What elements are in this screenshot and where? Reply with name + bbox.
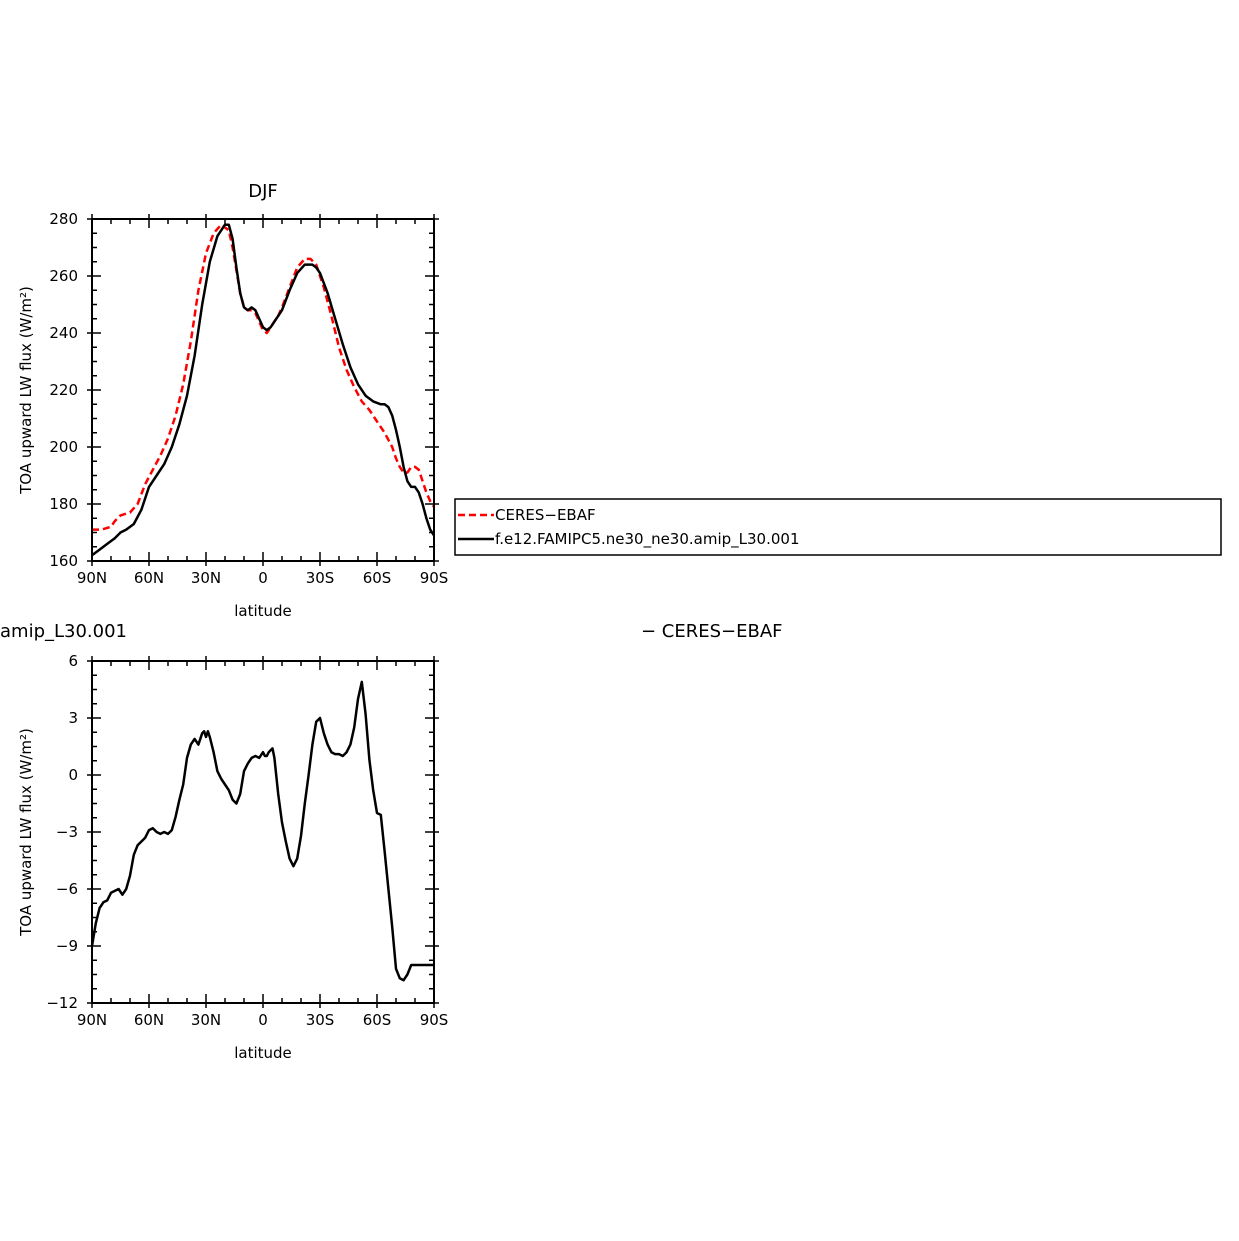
- xtick-label-bottom-2: 30N: [191, 1011, 221, 1029]
- legend-label-model: f.e12.FAMIPC5.ne30_ne30.amip_L30.001: [495, 530, 800, 549]
- panel-bottom-ticks: 90N 60N 30N 0 30S 60S 90S −12 −9 −6 −3 0 3 6: [46, 652, 448, 1029]
- panel-top-xlabel: latitude: [234, 602, 292, 620]
- panel-top-title: DJF: [248, 181, 278, 202]
- panel-bottom-series: [90, 680, 434, 982]
- ytick-label-bottom-1: −9: [56, 937, 78, 955]
- xtick-label-bottom-6: 90S: [420, 1011, 449, 1029]
- legend-box: [454, 498, 1222, 556]
- xtick-label-top-2: 30N: [191, 569, 221, 587]
- panel-bottom-title-left: amip_L30.001: [0, 621, 127, 642]
- ytick-label-bottom-2: −6: [56, 880, 78, 898]
- panel-top-ticks: 90N 60N 30N 0 30S 60S 90S 160 180 200 220 240 260 280: [49, 210, 448, 587]
- xtick-label-top-5: 60S: [363, 569, 392, 587]
- series-line-top-1: [91, 223, 436, 557]
- xtick-label-bottom-0: 90N: [77, 1011, 107, 1029]
- ytick-label-bottom-5: 3: [68, 709, 78, 727]
- ytick-label-bottom-0: −12: [46, 994, 78, 1012]
- xtick-label-bottom-1: 60N: [134, 1011, 164, 1029]
- ytick-label-top-2: 200: [49, 438, 78, 456]
- panel-top-ylabel: TOA upward LW flux (W/m²): [17, 286, 35, 495]
- panel-top-series: [91, 223, 436, 557]
- ytick-label-bottom-4: 0: [68, 766, 78, 784]
- panel-bottom-xlabel: latitude: [234, 1044, 292, 1062]
- xtick-label-top-3: 0: [258, 569, 268, 587]
- legend-label-ceres: CERES−EBAF: [495, 506, 596, 524]
- ytick-label-top-1: 180: [49, 495, 78, 513]
- ytick-label-top-6: 280: [49, 210, 78, 228]
- xtick-label-top-4: 30S: [306, 569, 335, 587]
- series-line-top-0: [92, 223, 436, 531]
- series-line-bottom-0: [90, 680, 434, 982]
- panel-bottom-ylabel: TOA upward LW flux (W/m²): [17, 728, 35, 937]
- legend: CERES−EBAF f.e12.FAMIPC5.ne30_ne30.amip_…: [454, 498, 1222, 556]
- ytick-label-top-0: 160: [49, 552, 78, 570]
- ytick-label-bottom-3: −3: [56, 823, 78, 841]
- panel-bottom: amip_L30.001 − CERES−EBAF 90N 60N 30N 0 30S 6…: [0, 621, 783, 1062]
- xtick-label-bottom-5: 60S: [363, 1011, 392, 1029]
- ytick-label-top-4: 240: [49, 324, 78, 342]
- xtick-label-top-1: 60N: [134, 569, 164, 587]
- ytick-label-top-3: 220: [49, 381, 78, 399]
- ytick-label-top-5: 260: [49, 267, 78, 285]
- xtick-label-top-6: 90S: [420, 569, 449, 587]
- panel-top-frame: [91, 218, 435, 562]
- panel-bottom-title-right: − CERES−EBAF: [641, 621, 783, 642]
- xtick-label-bottom-3: 0: [258, 1011, 268, 1029]
- ytick-label-bottom-6: 6: [68, 652, 78, 670]
- xtick-label-top-0: 90N: [77, 569, 107, 587]
- panel-top: DJF 90N 60N 30N 0 30S 60S 90S 160 180 200 220 240 26…: [17, 181, 1222, 620]
- xtick-label-bottom-4: 30S: [306, 1011, 335, 1029]
